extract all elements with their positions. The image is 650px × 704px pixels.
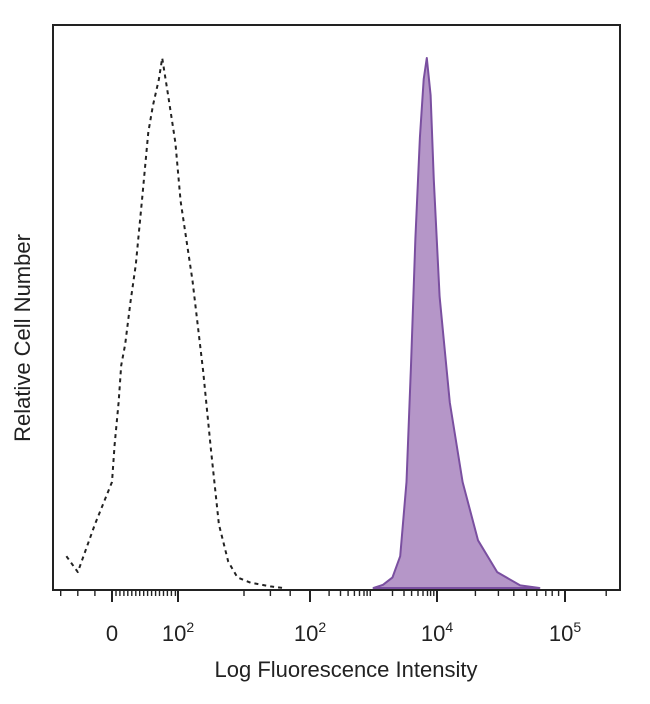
series-control-dashed-curve <box>65 57 284 589</box>
series-layer <box>65 57 541 589</box>
y-axis-label: Relative Cell Number <box>10 234 35 442</box>
x-axis-label: Log Fluorescence Intensity <box>215 657 478 682</box>
series-stained-filled-curve <box>372 57 541 589</box>
plot-frame <box>52 24 621 591</box>
x-tick-label: 104 <box>421 619 453 646</box>
ticks-layer: 0 102 102 104 105 <box>53 589 620 646</box>
x-tick-label: 102 <box>162 619 194 646</box>
x-tick-label: 0 <box>106 621 118 646</box>
x-tick-label: 105 <box>549 619 581 646</box>
x-tick-label: 102 <box>294 619 326 646</box>
